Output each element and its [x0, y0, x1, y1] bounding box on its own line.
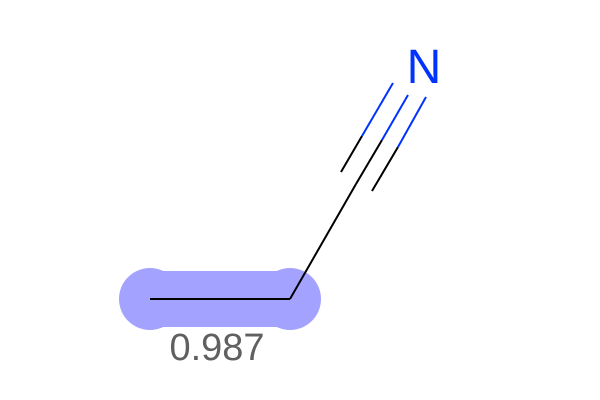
atom-label-nitrogen: N [407, 41, 442, 94]
triple-bond-right-black [371, 146, 399, 192]
triple-bond-left-blue [361, 82, 394, 137]
triple-bond-center-blue [381, 94, 409, 141]
triple-bond-left-black [340, 135, 363, 173]
triple-bond-center-black [355, 139, 383, 185]
triple-bond-right-blue [397, 96, 427, 148]
highlight-score: 0.987 [169, 327, 264, 369]
triple-bond-c-n [340, 82, 427, 192]
bond-c2-cn [289, 183, 357, 300]
